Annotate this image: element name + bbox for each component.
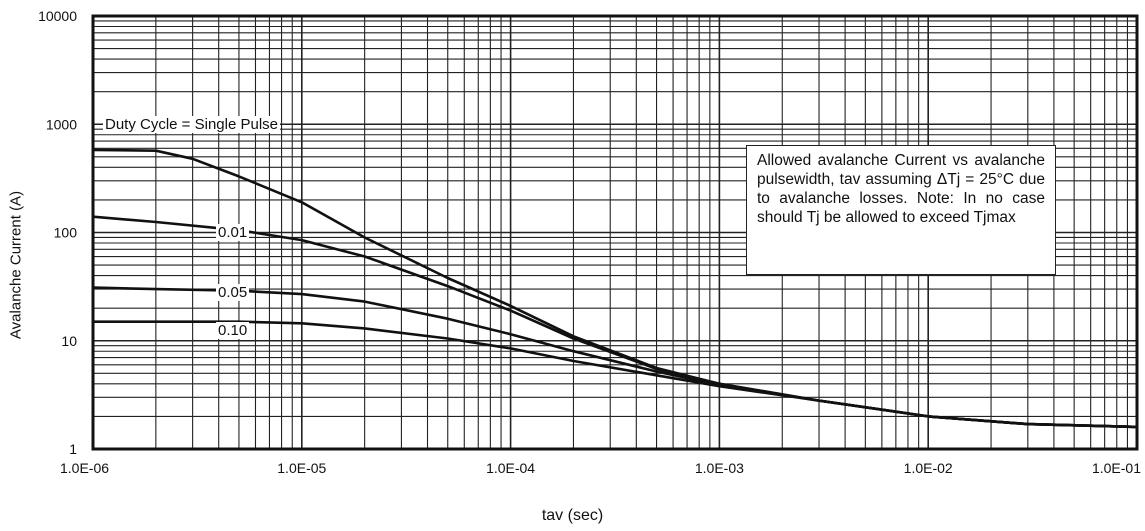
- x-tick-label: 1.0E-02: [904, 460, 953, 476]
- series-curves: [92, 148, 1138, 429]
- y-tick-label: 1: [69, 441, 77, 457]
- y-tick-label: 100: [54, 225, 78, 241]
- y-tick-label: 10000: [38, 8, 77, 24]
- y-tick-label: 10: [61, 333, 77, 349]
- x-tick-label: 1.0E-03: [695, 460, 744, 476]
- series-line-3: [93, 320, 1138, 429]
- y-tick-label: 1000: [46, 116, 77, 132]
- series-label-0.01: 0.01: [216, 224, 250, 241]
- x-tick-label: 1.0E-04: [486, 460, 535, 476]
- x-tick-label: 1.0E-06: [60, 460, 109, 476]
- x-tick-label: 1.0E-01: [1092, 460, 1141, 476]
- tick-labels: 1.0E-06 1.0E-05 1.0E-04 1.0E-03 1.0E-02 1.0E-…: [38, 8, 1141, 476]
- y-axis-label: Avalanche Current (A): [7, 190, 25, 340]
- y-axis-label-box: Avalanche Current (A): [2, 150, 30, 380]
- series-label-0.10: 0.10: [216, 322, 250, 339]
- series-label-single-pulse: Duty Cycle = Single Pulse: [103, 116, 280, 133]
- x-tick-label: 1.0E-05: [277, 460, 326, 476]
- annotation-note: Allowed avalanche Current vs avalanche p…: [746, 145, 1056, 275]
- x-axis-label: tav (sec): [541, 507, 604, 524]
- plot-frame: [91, 14, 1139, 451]
- grid: [92, 16, 1137, 450]
- series-label-0.05: 0.05: [216, 284, 250, 301]
